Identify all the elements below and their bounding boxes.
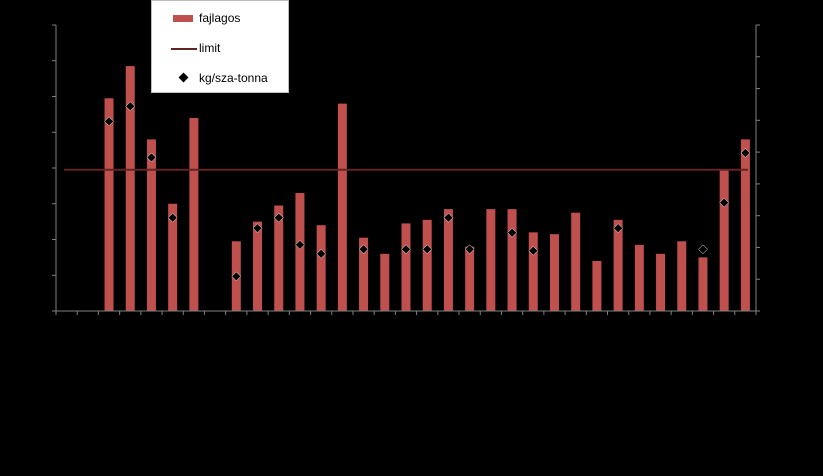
- data-point-marker: [422, 244, 433, 255]
- data-point-marker: [464, 244, 475, 255]
- data-point-marker: [295, 239, 305, 250]
- bar: [507, 209, 517, 311]
- data-point-marker: [104, 116, 114, 127]
- data-point-marker: [528, 245, 539, 256]
- bar: [465, 246, 475, 311]
- bar: [189, 117, 199, 311]
- bar: [592, 260, 602, 311]
- bar: [359, 237, 369, 311]
- bar: [740, 139, 750, 311]
- bar: [486, 209, 496, 311]
- bar: [549, 234, 559, 311]
- data-point-marker: [358, 244, 369, 255]
- bar: [422, 219, 432, 311]
- data-point-marker: [507, 227, 517, 238]
- bar: [274, 205, 284, 311]
- bar: [656, 253, 666, 311]
- data-point-marker: [167, 212, 178, 223]
- data-point-marker: [125, 101, 136, 112]
- bar: [104, 98, 114, 311]
- data-point-marker: [719, 197, 730, 208]
- bar: [168, 203, 178, 311]
- bar: [295, 193, 305, 311]
- data-point-marker: [698, 244, 708, 255]
- bar: [253, 221, 263, 311]
- legend-item-fajlagos: fajlagos: [152, 9, 290, 29]
- legend-item-kg-sza-tonna: kg/sza-tonna: [152, 69, 290, 89]
- bar: [698, 257, 708, 311]
- bar: [401, 223, 411, 311]
- legend-label-kg-sza-tonna: kg/sza-tonna: [199, 71, 268, 85]
- legend-swatch-line: [171, 48, 197, 50]
- data-point-marker: [252, 223, 263, 234]
- data-point-marker: [740, 148, 751, 158]
- data-point-marker: [231, 271, 242, 282]
- bar: [125, 66, 135, 311]
- data-point-marker: [613, 223, 623, 234]
- bar: [337, 103, 347, 312]
- bar: [677, 241, 687, 311]
- data-point-marker: [146, 152, 157, 163]
- legend-item-limit: limit: [152, 39, 290, 59]
- chart-legend: fajlagos limit kg/sza-tonna: [151, 0, 289, 93]
- bar: [634, 244, 644, 311]
- bar: [316, 225, 326, 311]
- bar: [528, 232, 538, 311]
- bar: [571, 212, 581, 311]
- bar-series-fajlagos: [104, 66, 750, 312]
- marker-series-kg-sza-tonna: [104, 101, 751, 282]
- bar: [146, 139, 156, 311]
- data-point-marker: [443, 212, 454, 223]
- bar: [380, 253, 390, 311]
- legend-swatch-diamond: [178, 72, 189, 83]
- data-point-marker: [316, 248, 327, 259]
- legend-label-fajlagos: fajlagos: [199, 11, 241, 25]
- axes: [52, 24, 760, 315]
- bar: [613, 219, 623, 311]
- bar: [719, 169, 729, 311]
- data-point-marker: [401, 244, 411, 255]
- legend-label-limit: limit: [199, 41, 221, 55]
- bar: [443, 209, 453, 311]
- legend-swatch-bar: [173, 15, 193, 22]
- data-point-marker: [273, 212, 284, 223]
